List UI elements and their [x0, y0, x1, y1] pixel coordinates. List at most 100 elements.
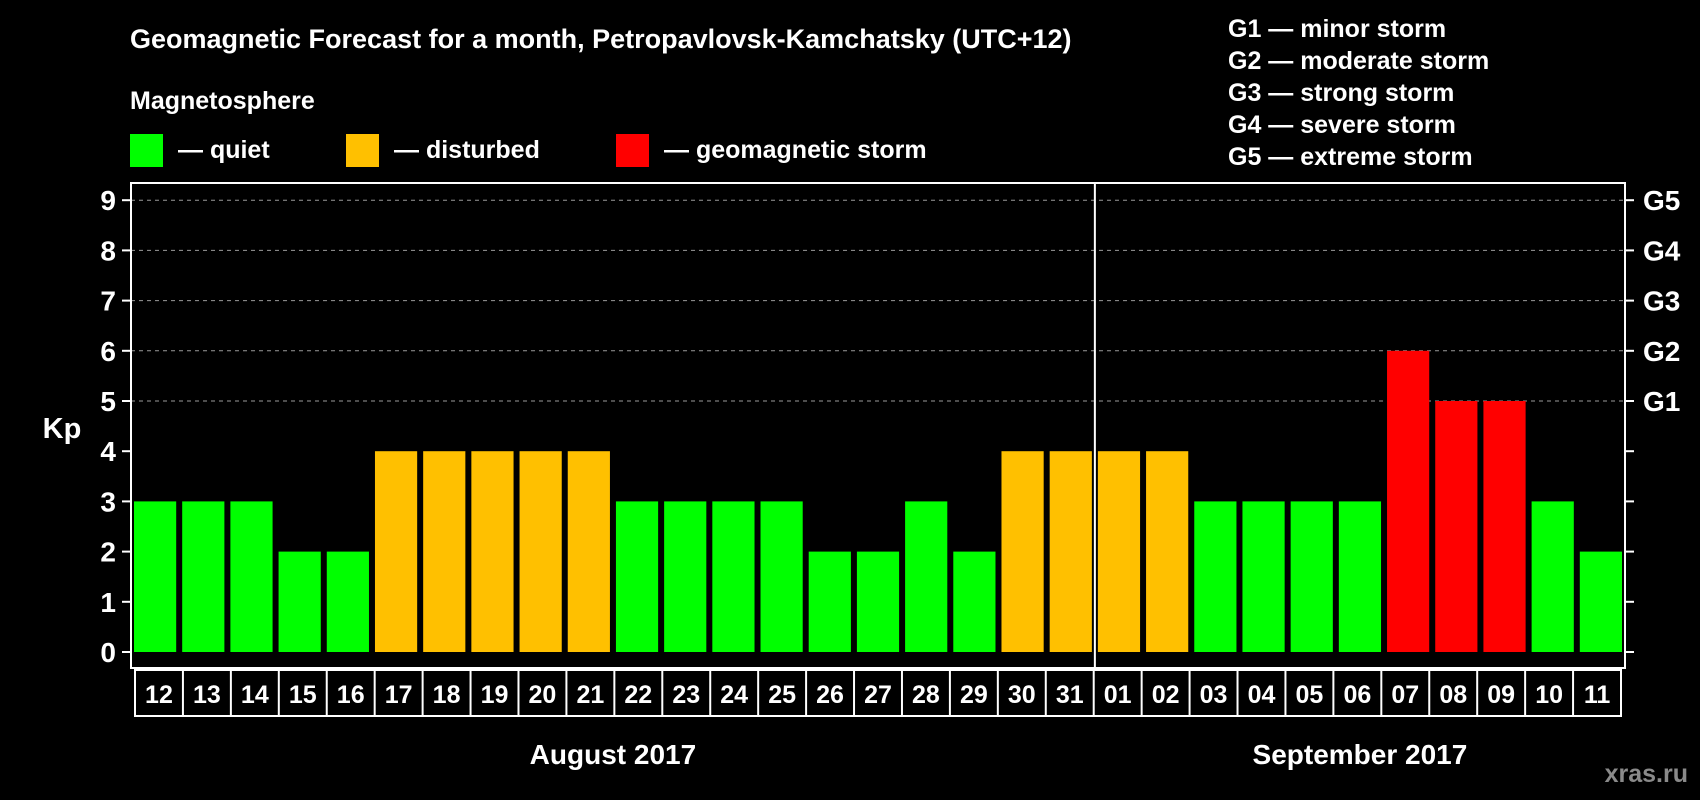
bar-27	[1435, 401, 1478, 652]
day-label-15: 27	[864, 681, 892, 709]
plot-frame	[130, 182, 1626, 669]
day-label-6: 18	[433, 681, 461, 709]
storm-scale-item-4: G5 — extreme storm	[1228, 143, 1473, 171]
y-tick-label-8: 8	[100, 235, 116, 266]
storm-axis: G1 G2 G3 G4 G5	[1625, 185, 1681, 653]
bars	[134, 350, 1622, 652]
day-label-14: 26	[816, 681, 844, 709]
day-label-20: 01	[1104, 681, 1132, 709]
storm-scale-item-2: G3 — strong storm	[1228, 79, 1454, 107]
day-label-30: 11	[1584, 681, 1611, 709]
bar-9	[567, 451, 610, 652]
bar-6	[423, 451, 466, 652]
bar-3	[278, 551, 321, 652]
bar-11	[664, 501, 707, 652]
bar-24	[1290, 501, 1333, 652]
day-label-25: 06	[1343, 681, 1371, 709]
legend-title: Magnetosphere	[130, 87, 315, 115]
day-label-26: 07	[1391, 681, 1419, 709]
storm-level-label-G1: G1	[1643, 386, 1680, 417]
day-label-18: 30	[1008, 681, 1036, 709]
bar-26	[1387, 350, 1430, 652]
legend-swatch-2	[616, 134, 649, 167]
storm-level-label-G5: G5	[1643, 185, 1680, 216]
day-label-4: 16	[337, 681, 365, 709]
day-label-1: 13	[193, 681, 221, 709]
bar-19	[1049, 451, 1092, 652]
bar-18	[1001, 451, 1044, 652]
bar-14	[808, 551, 851, 652]
bar-16	[905, 501, 948, 652]
day-label-19: 31	[1056, 681, 1084, 709]
day-label-2: 14	[241, 681, 269, 709]
bar-10	[615, 501, 659, 652]
bar-29	[1531, 501, 1574, 652]
day-label-13: 25	[768, 681, 796, 709]
day-label-3: 15	[289, 681, 317, 709]
y-tick-label-7: 7	[100, 286, 116, 317]
watermark: xras.ru	[1605, 760, 1688, 788]
bar-5	[374, 451, 418, 652]
legend-label-0: — quiet	[178, 136, 270, 164]
day-label-12: 24	[720, 681, 748, 709]
bar-23	[1242, 501, 1285, 652]
bar-17	[953, 551, 996, 652]
day-label-8: 20	[529, 681, 557, 709]
storm-scale-item-1: G2 — moderate storm	[1228, 47, 1489, 75]
day-label-11: 23	[672, 681, 700, 709]
day-label-27: 08	[1439, 681, 1467, 709]
bar-15	[856, 551, 900, 652]
day-label-0: 12	[145, 681, 173, 709]
storm-scale-item-0: G1 — minor storm	[1228, 15, 1446, 43]
bar-2	[230, 501, 273, 652]
y-axis: 0 1 2 3 4 5 6 7 8 9	[100, 185, 131, 668]
storm-scale-item-3: G4 — severe storm	[1228, 111, 1456, 139]
day-label-22: 03	[1200, 681, 1228, 709]
legend-swatch-0	[130, 134, 163, 167]
day-label-7: 19	[481, 681, 509, 709]
bar-25	[1338, 501, 1382, 652]
chart-title: Geomagnetic Forecast for a month, Petrop…	[130, 24, 1072, 54]
month-labels: August 2017 September 2017	[530, 739, 1468, 770]
month-label-0: August 2017	[530, 739, 697, 770]
y-tick-label-5: 5	[100, 386, 116, 417]
day-label-29: 10	[1535, 681, 1563, 709]
x-axis: 12 13 14 15 16 17 18 19 20 21 22 23 24 25 26 27 28 29 30 31…	[134, 669, 1622, 717]
legend-swatch-1	[346, 134, 379, 167]
bar-21	[1146, 451, 1189, 652]
storm-level-label-G2: G2	[1643, 336, 1680, 367]
bar-4	[326, 551, 369, 652]
bar-0	[134, 501, 177, 652]
legend: — quiet — disturbed — geomagnetic storm	[130, 134, 927, 167]
y-tick-label-0: 0	[100, 637, 116, 668]
bar-28	[1483, 401, 1526, 652]
grid-lines	[131, 199, 1625, 402]
legend-label-1: — disturbed	[394, 136, 540, 164]
x-axis-box	[134, 669, 1622, 717]
bar-7	[471, 451, 514, 652]
y-tick-label-2: 2	[100, 537, 116, 568]
day-label-24: 05	[1296, 681, 1324, 709]
day-label-28: 09	[1487, 681, 1515, 709]
y-tick-label-1: 1	[100, 587, 116, 618]
storm-level-label-G3: G3	[1643, 286, 1680, 317]
day-label-9: 21	[576, 681, 604, 709]
bar-20	[1097, 451, 1141, 652]
day-label-16: 28	[912, 681, 940, 709]
bar-30	[1579, 551, 1622, 652]
y-tick-label-6: 6	[100, 336, 116, 367]
day-label-21: 02	[1152, 681, 1180, 709]
day-label-5: 17	[385, 681, 413, 709]
day-label-23: 04	[1248, 681, 1276, 709]
legend-label-2: — geomagnetic storm	[664, 136, 927, 164]
y-tick-label-3: 3	[100, 486, 116, 517]
bar-22	[1194, 501, 1237, 652]
storm-scale-legend: G1 — minor storm G2 — moderate storm G3 — …	[1228, 15, 1489, 171]
y-axis-label: Kp	[43, 413, 82, 445]
bar-8	[519, 451, 562, 652]
bar-1	[182, 501, 225, 652]
month-label-1: September 2017	[1253, 739, 1468, 770]
day-label-10: 22	[624, 681, 652, 709]
y-tick-label-9: 9	[100, 185, 116, 216]
